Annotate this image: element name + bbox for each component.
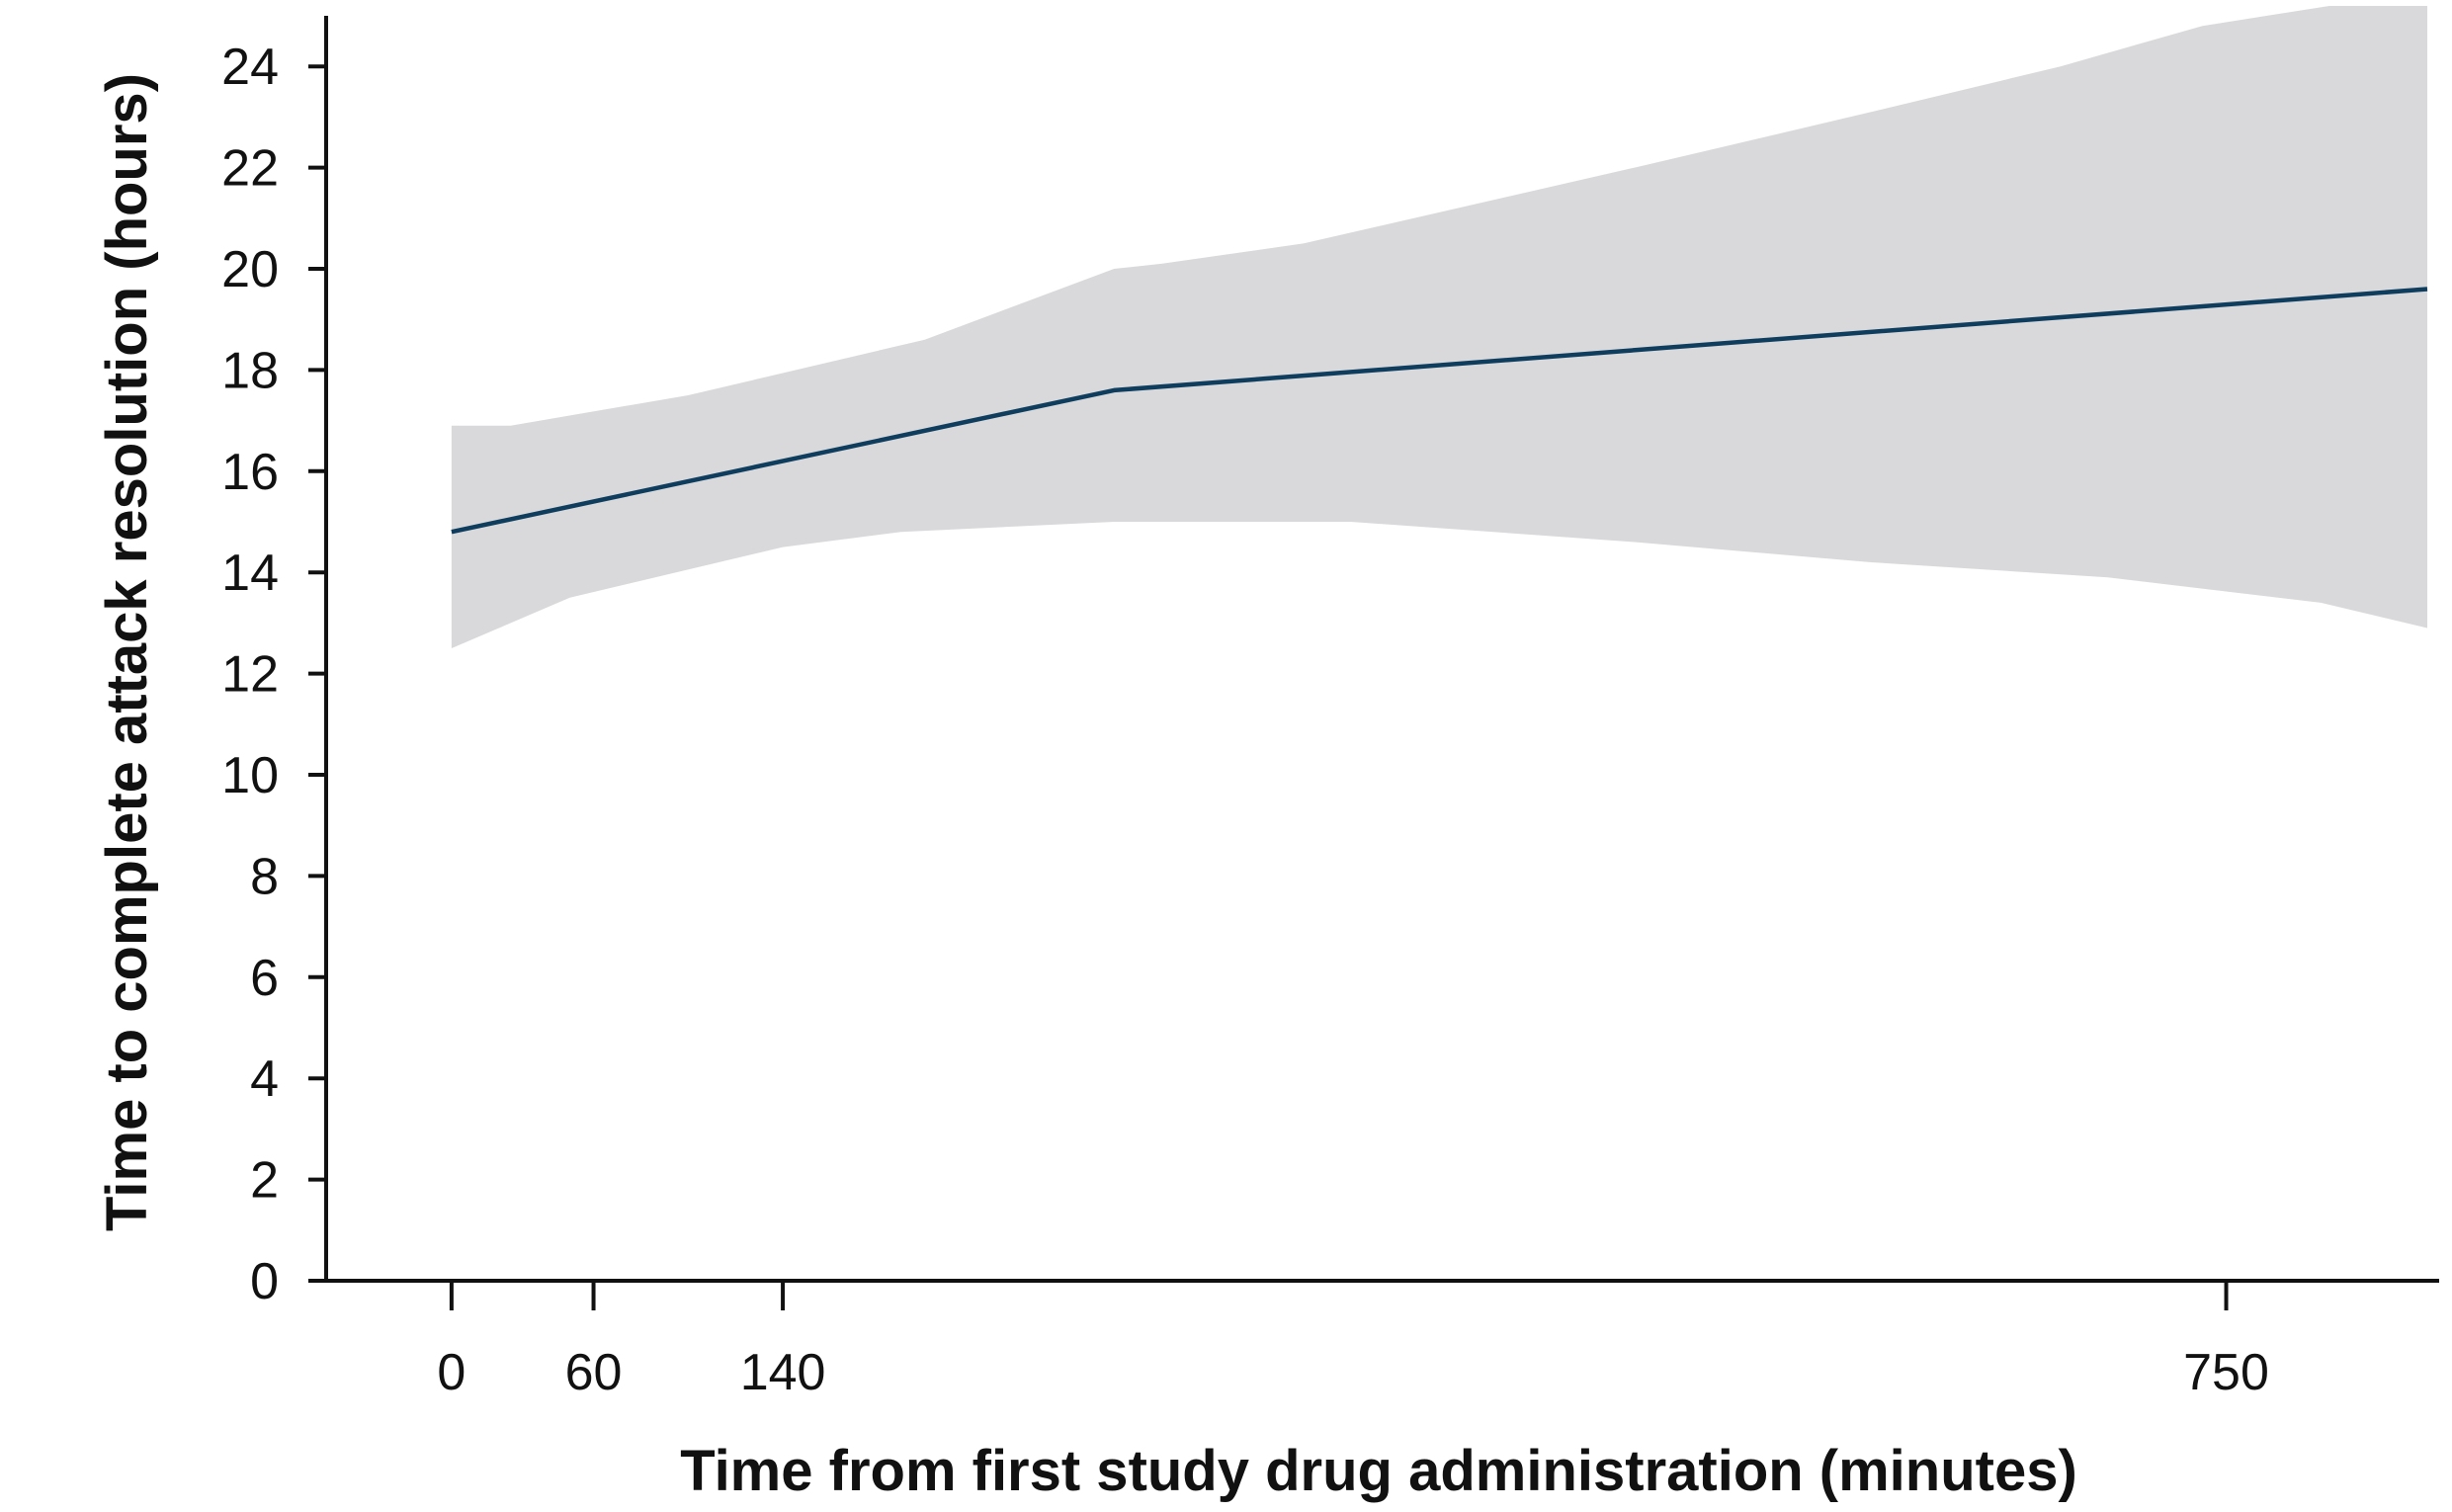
y-tick-label-12: 12 <box>221 646 279 704</box>
y-tick-label-8: 8 <box>250 848 279 905</box>
y-tick-label-24: 24 <box>221 39 279 96</box>
x-axis-title: Time from first study drug administratio… <box>680 1439 2077 1503</box>
y-tick-label-2: 2 <box>250 1152 279 1210</box>
y-tick-label-10: 10 <box>221 747 279 804</box>
series-line-0 <box>451 287 2428 535</box>
series-line-layer <box>451 287 2428 535</box>
x-tick-label-0: 0 <box>437 1344 465 1401</box>
y-tick-label-4: 4 <box>250 1050 279 1108</box>
y-tick-label-22: 22 <box>221 140 279 198</box>
x-tick-label-140: 140 <box>740 1344 826 1401</box>
confidence-band-layer <box>451 6 2427 648</box>
confidence-band <box>451 6 2427 648</box>
y-tick-label-0: 0 <box>250 1253 279 1310</box>
y-axis-title: Time to complete attack resolution (hour… <box>95 73 159 1231</box>
x-tick-label-750: 750 <box>2183 1344 2269 1401</box>
axes-layer <box>324 16 2439 1283</box>
x-tick-label-60: 60 <box>565 1344 623 1401</box>
y-tick-label-16: 16 <box>221 444 279 501</box>
y-tick-label-6: 6 <box>250 950 279 1007</box>
y-tick-label-18: 18 <box>221 342 279 399</box>
y-tick-label-14: 14 <box>221 545 279 602</box>
y-tick-label-20: 20 <box>221 241 279 298</box>
